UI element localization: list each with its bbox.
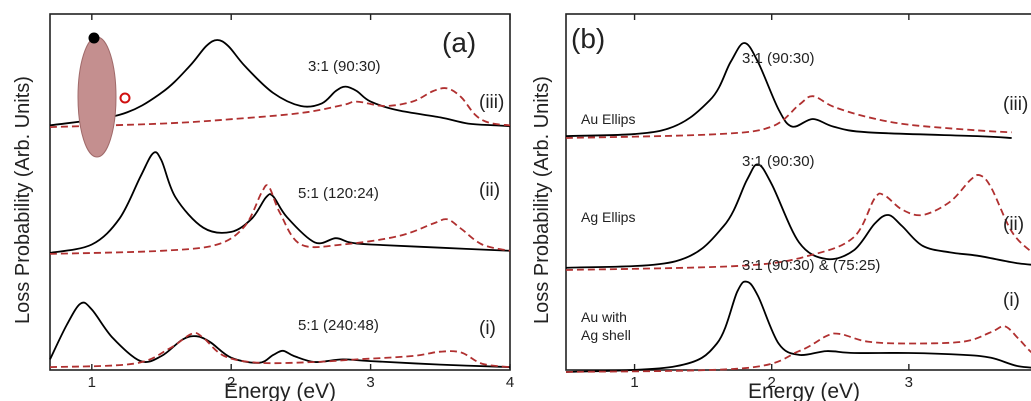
panel-b-annotation-ii: 3:1 (90:30) <box>742 153 815 170</box>
panel-b-curve-iii-dashed <box>565 95 1012 139</box>
panel-a-x-tick-label: 3 <box>366 374 374 391</box>
panel-a-annotation-i: 5:1 (240:48) <box>298 317 379 334</box>
panel-a-curve-ii-solid <box>49 151 511 254</box>
panel-b-ylabel: Loss Probability (Arb. Units) <box>531 76 553 324</box>
panel-b-xlabel: Energy (eV) <box>748 380 860 401</box>
panel-a-inset <box>77 32 131 158</box>
beam-position-filled-dot <box>88 32 100 44</box>
panel-b-curve-label-i: (i) <box>1003 290 1020 311</box>
panel-a-x-ticks: 1 2 3 4 <box>88 14 514 391</box>
panel-a-annotation-ii: 5:1 (120:24) <box>298 185 379 202</box>
panel-b-annotation-i: 3:1 (90:30) & (75:25) <box>742 257 880 274</box>
panel-b-curve-i-solid <box>565 280 1031 373</box>
panel-b-name-i-line2: Ag shell <box>581 327 631 343</box>
panel-a-curves <box>49 39 511 368</box>
panel-b-curves <box>565 42 1031 373</box>
panel-a-annotation-iii: 3:1 (90:30) <box>308 58 381 75</box>
beam-position-open-dot <box>119 92 131 104</box>
panel-b-curve-iii-solid <box>565 42 1012 139</box>
panel-b: 1 2 3 (b) Energy (eV) Loss Probability (Ar… <box>531 13 1031 401</box>
ellipsoid-shape <box>77 36 117 158</box>
panel-a: 1 2 3 4 (a) Energy (eV) Loss Probability (A… <box>12 13 514 401</box>
panel-b-name-i-line1: Au with <box>581 309 627 325</box>
panel-b-frame <box>565 13 1031 371</box>
panel-a-ylabel: Loss Probability (Arb. Units) <box>12 76 34 324</box>
panel-a-x-tick-label: 2 <box>227 374 235 391</box>
panel-a-curve-i-solid <box>49 301 511 368</box>
panel-b-x-tick-label: 3 <box>905 374 913 391</box>
panel-a-frame <box>49 13 511 371</box>
panel-a-curve-label-ii: (ii) <box>479 180 500 201</box>
panel-a-x-tick-label: 4 <box>506 374 514 391</box>
panel-b-x-tick-label: 1 <box>630 374 638 391</box>
panel-b-curve-label-iii: (iii) <box>1003 94 1028 115</box>
panel-b-curve-i-dashed <box>565 325 1031 373</box>
panel-b-name-ii: Ag Ellips <box>581 209 635 225</box>
panel-a-curve-iii-dashed <box>49 87 511 128</box>
panel-b-x-tick-label: 2 <box>768 374 776 391</box>
panel-b-label: (b) <box>571 23 605 54</box>
panel-a-label: (a) <box>442 27 476 58</box>
panel-a-curve-i-dashed <box>49 332 511 368</box>
panel-b-name-iii: Au Ellips <box>581 111 635 127</box>
panel-a-xlabel: Energy (eV) <box>224 380 336 401</box>
panel-b-annotation-iii: 3:1 (90:30) <box>742 50 815 67</box>
panel-a-curve-ii-dashed <box>49 184 511 255</box>
panel-b-curve-ii-solid <box>565 163 1031 269</box>
panel-b-curve-label-ii: (ii) <box>1003 214 1024 235</box>
panel-b-x-ticks: 1 2 3 <box>630 14 913 391</box>
panel-b-curve-ii-dashed <box>565 174 1031 271</box>
panel-a-curve-label-iii: (iii) <box>479 92 504 113</box>
panel-a-curve-label-i: (i) <box>479 318 496 339</box>
panel-a-curve-iii-solid <box>49 39 511 128</box>
panel-b-name-i: Au with Ag shell <box>581 309 631 343</box>
panel-a-x-tick-label: 1 <box>88 374 96 391</box>
